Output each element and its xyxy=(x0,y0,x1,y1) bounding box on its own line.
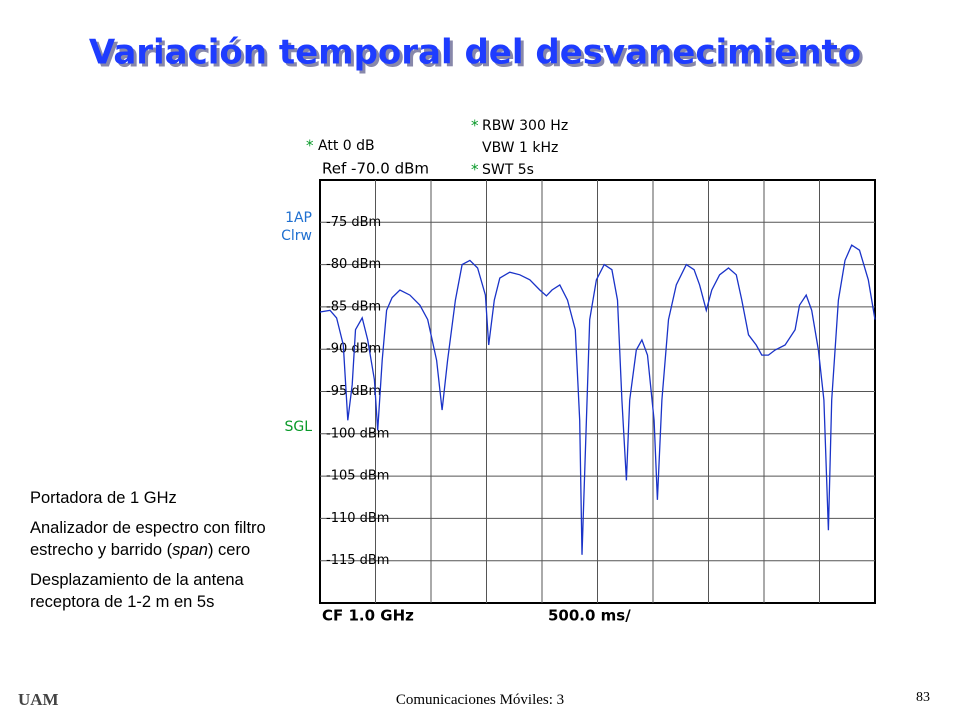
notes: Portadora de 1 GHz Analizador de espectr… xyxy=(30,487,292,621)
y-tick-label: -115 dBm xyxy=(326,553,389,568)
trace xyxy=(319,244,876,555)
note-text: Analizador de espectro con filtro estrec… xyxy=(30,519,266,559)
star: * xyxy=(306,137,314,155)
star: * xyxy=(471,117,479,135)
y-tick-label: -100 dBm xyxy=(326,426,389,441)
chart-title: Variación temporal del desvanecimiento xyxy=(89,33,861,73)
y-tick-label: -75 dBm xyxy=(326,215,381,230)
swt-label: SWT 5s xyxy=(482,162,534,178)
note-text: ) cero xyxy=(207,541,251,559)
side-label: 1AP xyxy=(285,210,312,226)
vbw-label: VBW 1 kHz xyxy=(482,140,558,156)
star: * xyxy=(471,161,479,179)
y-tick-label: -85 dBm xyxy=(326,299,381,314)
title-shadow: Variación temporal del desvanecimiento xyxy=(92,36,864,76)
footer-text: Comunicaciones Móviles: 3 xyxy=(395,692,565,708)
att-label: Att 0 dB xyxy=(318,138,375,154)
y-tick-label: -95 dBm xyxy=(326,384,381,399)
rbw-label: RBW 300 Hz xyxy=(482,118,568,134)
note: Desplazamiento de la antena receptora de… xyxy=(30,571,244,611)
logo: UAM xyxy=(18,690,59,709)
y-tick-label: -110 dBm xyxy=(326,511,389,526)
page-number: 83 xyxy=(916,690,930,705)
note-text: span xyxy=(172,541,208,559)
note: Analizador de espectro con filtro estrec… xyxy=(30,517,292,561)
footer-label: CF 1.0 GHz xyxy=(322,607,414,625)
side-label: SGL xyxy=(284,419,312,435)
y-tick-label: -105 dBm xyxy=(326,469,389,484)
ref-label: Ref -70.0 dBm xyxy=(322,160,429,178)
footer-label: 500.0 ms/ xyxy=(548,607,631,625)
side-label: Clrw xyxy=(281,228,312,244)
note: Portadora de 1 GHz xyxy=(30,489,177,507)
y-tick-label: -80 dBm xyxy=(326,257,381,272)
y-tick-label: -90 dBm xyxy=(326,342,381,357)
